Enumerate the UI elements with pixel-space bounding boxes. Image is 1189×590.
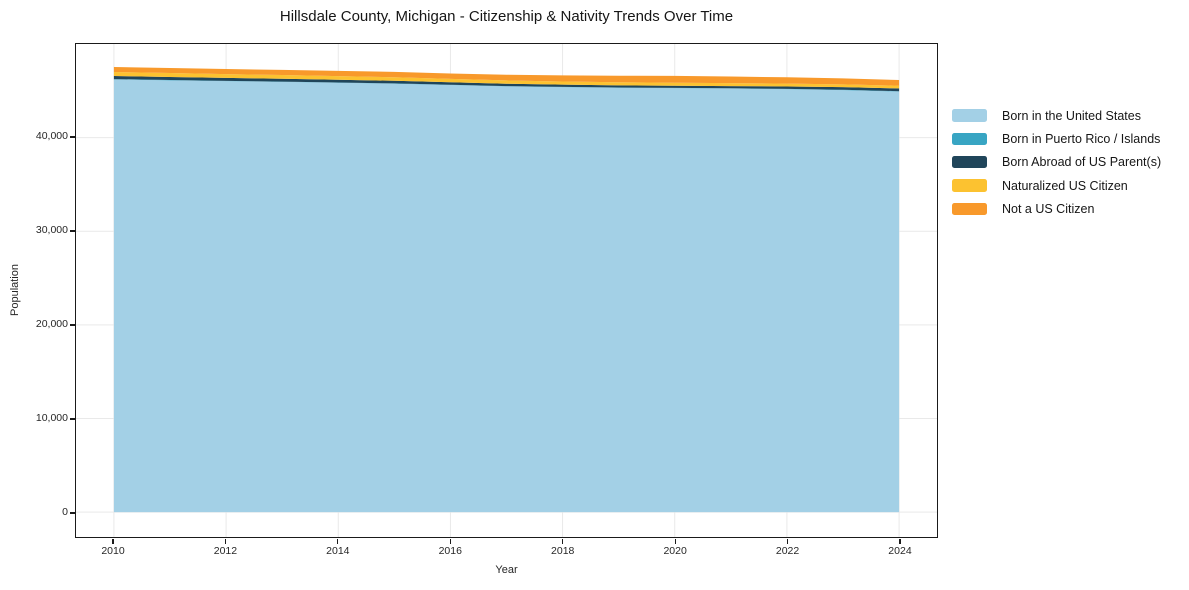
plot-area — [75, 43, 938, 538]
area-naturalized-us-citizen — [113, 71, 900, 89]
y-tick-mark — [70, 230, 75, 232]
legend-item: Naturalized US Citizen — [952, 174, 1161, 197]
x-tick-mark — [449, 539, 451, 544]
x-tick-label: 2012 — [213, 545, 238, 557]
y-axis-label: Population — [9, 264, 21, 316]
stacked-area-chart — [76, 44, 937, 537]
chart-title: Hillsdale County, Michigan - Citizenship… — [279, 8, 734, 25]
legend-label: Not a US Citizen — [1002, 201, 1095, 216]
y-tick-label: 40,000 — [35, 130, 68, 143]
y-tick-label: 10,000 — [35, 412, 68, 425]
area-not-a-us-citizen — [113, 67, 900, 86]
legend-label: Born Abroad of US Parent(s) — [1002, 155, 1162, 170]
y-tick-label: 0 — [62, 506, 68, 519]
x-tick-label: 2014 — [326, 545, 350, 557]
x-axis-label: Year — [495, 564, 518, 576]
legend-label: Born in the United States — [1002, 108, 1141, 123]
legend-label: Born in Puerto Rico / Islands — [1002, 131, 1161, 146]
legend-swatch — [952, 132, 987, 146]
x-tick-mark — [562, 539, 564, 544]
x-tick-label: 2024 — [888, 545, 912, 557]
y-tick-mark — [70, 512, 75, 514]
x-tick-mark — [899, 539, 901, 544]
legend-swatch — [952, 109, 987, 122]
legend-item: Born in the United States — [952, 104, 1161, 127]
x-tick-label: 2022 — [775, 545, 800, 557]
y-tick-label: 20,000 — [35, 318, 68, 331]
legend-swatch — [952, 202, 987, 216]
x-tick-mark — [674, 539, 676, 544]
x-tick-label: 2016 — [438, 545, 462, 557]
area-born-in-puerto-rico-islands — [113, 79, 900, 92]
x-tick-label: 2018 — [551, 545, 575, 557]
y-tick-mark — [70, 324, 75, 326]
x-tick-mark — [786, 539, 789, 544]
x-tick-mark — [224, 539, 227, 544]
x-tick-label: 2010 — [101, 545, 125, 557]
legend: Born in the United States Born in Puerto … — [952, 104, 1161, 220]
x-tick-label: 2020 — [663, 545, 687, 557]
y-tick-label: 30,000 — [35, 224, 68, 237]
y-tick-mark — [70, 136, 75, 138]
legend-swatch — [952, 155, 987, 169]
legend-item: Born Abroad of US Parent(s) — [952, 151, 1161, 174]
x-tick-mark — [337, 539, 339, 544]
legend-label: Naturalized US Citizen — [1002, 178, 1128, 193]
y-tick-mark — [70, 418, 75, 420]
area-born-abroad-of-us-parent-s- — [113, 76, 900, 92]
legend-item: Born in Puerto Rico / Islands — [952, 127, 1161, 150]
legend-swatch — [952, 179, 987, 192]
legend-item: Not a US Citizen — [952, 197, 1161, 220]
area-born-in-the-united-states — [113, 79, 900, 513]
x-tick-mark — [112, 539, 114, 544]
